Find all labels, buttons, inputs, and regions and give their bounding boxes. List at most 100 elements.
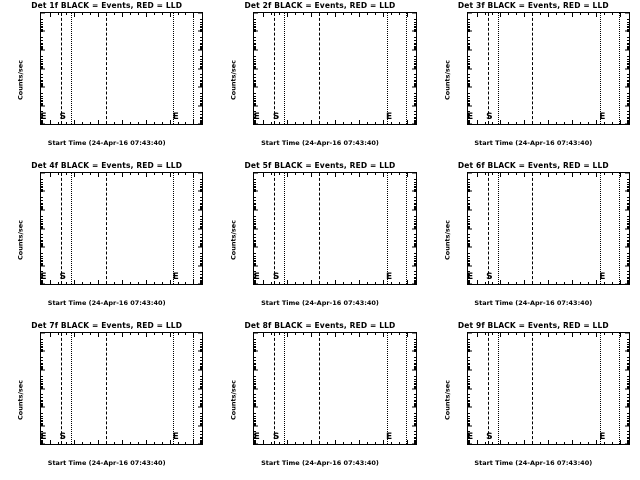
y-minor-tick	[41, 239, 43, 241]
y-minor-tick	[626, 114, 629, 116]
x-minor-tick	[374, 122, 376, 124]
y-minor-tick	[200, 279, 203, 281]
y-minor-tick	[626, 205, 629, 207]
x-tick-mark	[97, 173, 99, 177]
y-minor-tick	[254, 234, 257, 236]
y-minor-tick	[413, 18, 416, 20]
event-vline-dotted	[599, 13, 601, 124]
x-tick-mark	[73, 13, 75, 17]
x-minor-tick	[185, 282, 187, 284]
x-tick-mark	[193, 173, 195, 177]
y-minor-tick	[41, 412, 43, 414]
y-tick-mark	[41, 49, 45, 51]
x-axis-label: Start Time (24-Apr-16 07:43:40)	[261, 459, 379, 467]
x-axis-label: Start Time (24-Apr-16 07:43:40)	[47, 459, 166, 467]
x-tick-mark	[311, 173, 313, 177]
y-minor-tick	[413, 338, 416, 340]
x-minor-tick	[327, 282, 328, 284]
y-tick-mark	[198, 123, 203, 124]
x-axis-label: Start Time (24-Apr-16 07:43:40)	[47, 139, 166, 147]
y-minor-tick	[200, 436, 203, 438]
y-minor-tick	[413, 40, 416, 42]
y-minor-tick	[413, 181, 416, 183]
x-minor-tick	[279, 13, 281, 15]
x-minor-tick	[350, 282, 352, 284]
y-minor-tick	[467, 415, 470, 417]
y-minor-tick	[41, 442, 43, 444]
x-minor-tick	[516, 442, 518, 444]
y-minor-tick	[254, 45, 257, 47]
y-minor-tick	[467, 338, 470, 340]
y-minor-tick	[626, 436, 629, 438]
x-tick-mark	[73, 173, 75, 177]
x-minor-tick	[398, 122, 400, 124]
y-minor-tick	[254, 79, 257, 81]
y-minor-tick	[413, 81, 416, 83]
y-minor-tick	[413, 37, 416, 39]
y-minor-tick	[626, 55, 629, 57]
x-minor-tick	[65, 333, 67, 335]
panel-title: Det 8f BLACK = Events, RED = LLD	[244, 321, 396, 330]
event-vline-dotted	[599, 173, 601, 284]
event-vline-dotted	[497, 173, 499, 284]
y-minor-tick	[626, 347, 629, 349]
x-minor-tick	[81, 333, 83, 335]
y-minor-tick	[41, 18, 43, 20]
y-minor-tick	[254, 338, 257, 340]
y-minor-tick	[200, 415, 203, 417]
y-minor-tick	[200, 397, 203, 399]
x-tick-mark	[145, 333, 147, 337]
x-tick-mark	[476, 13, 478, 17]
y-minor-tick	[413, 347, 416, 349]
x-tick-mark	[193, 333, 195, 337]
y-tick-mark	[411, 425, 416, 426]
y-minor-tick	[41, 255, 43, 257]
x-tick-mark	[169, 13, 171, 17]
x-tick-mark	[169, 173, 171, 177]
y-minor-tick	[467, 27, 470, 29]
x-tick-mark	[121, 173, 123, 177]
event-vline-dotted	[405, 333, 407, 444]
y-minor-tick	[41, 282, 43, 284]
y-minor-tick	[200, 64, 203, 66]
y-minor-tick	[200, 118, 203, 120]
y-minor-tick	[626, 348, 629, 350]
y-minor-tick	[41, 364, 43, 366]
y-minor-tick	[467, 405, 470, 407]
y-tick-mark	[411, 30, 416, 32]
y-tick-mark	[41, 13, 45, 14]
x-minor-tick	[129, 333, 131, 335]
event-vline-dashed	[274, 173, 276, 284]
x-tick-mark	[406, 280, 408, 284]
y-minor-tick	[200, 29, 203, 31]
y-tick-mark	[411, 228, 416, 229]
y-minor-tick	[467, 81, 470, 83]
y-minor-tick	[467, 271, 470, 273]
x-minor-tick	[303, 173, 305, 175]
x-minor-tick	[89, 173, 91, 175]
y-minor-tick	[626, 103, 629, 105]
y-tick-mark	[254, 406, 259, 408]
y-minor-tick	[413, 442, 416, 444]
y-minor-tick	[467, 382, 470, 384]
y-minor-tick	[413, 245, 416, 247]
y-minor-tick	[413, 122, 416, 124]
y-minor-tick	[626, 202, 629, 204]
plot-area: 10-610-510-410-310-210-110007:4508:0008:…	[253, 12, 417, 125]
y-tick-mark	[254, 369, 259, 371]
y-minor-tick	[467, 42, 470, 44]
y-minor-tick	[41, 384, 43, 386]
x-minor-tick	[564, 122, 566, 124]
panel-det-8f: Det 8f BLACK = Events, RED = LLD Counts/s…	[213, 320, 426, 480]
x-tick-mark	[596, 13, 598, 17]
y-tick-mark	[624, 190, 629, 192]
x-minor-tick	[57, 13, 59, 15]
y-minor-tick	[200, 21, 203, 23]
y-minor-tick	[200, 368, 203, 370]
x-tick-mark	[382, 333, 384, 337]
y-minor-tick	[467, 419, 470, 421]
x-minor-tick	[113, 122, 115, 124]
y-tick-mark	[411, 406, 416, 408]
y-minor-tick	[413, 276, 416, 278]
y-minor-tick	[254, 181, 257, 183]
